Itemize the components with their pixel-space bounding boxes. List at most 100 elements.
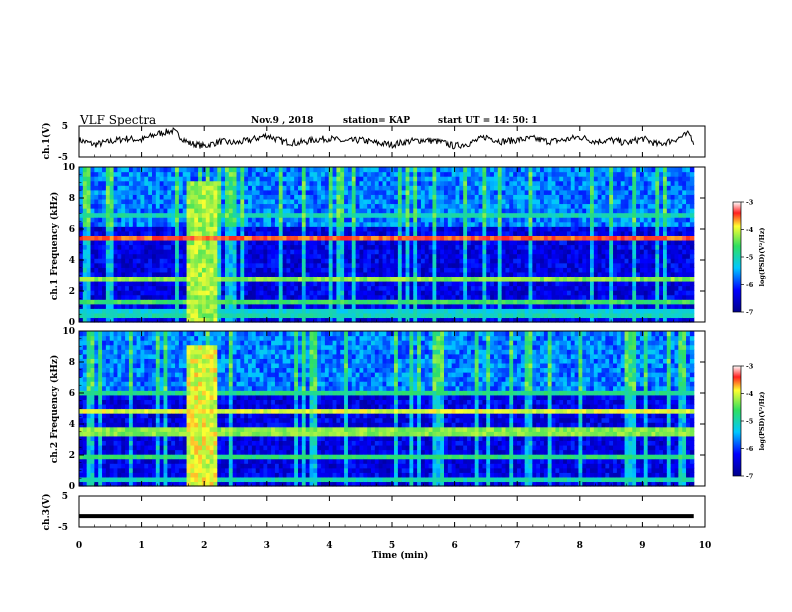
ch1-spectrogram-cell [109, 198, 115, 205]
ch1-spectrogram-cell [497, 253, 503, 259]
ch1-spectrogram-cell [313, 253, 318, 259]
ch1-spectrogram-cell [336, 176, 341, 182]
ch1-spectrogram-cell [217, 290, 222, 296]
ch1-spectrogram-cell [301, 299, 307, 305]
ch1-spectrogram-cell [251, 285, 257, 291]
ch1-spectrogram-cell [113, 312, 119, 319]
ch1-spectrogram-cell [451, 280, 457, 287]
ch1-spectrogram-cell [517, 221, 522, 227]
ch1-spectrogram-cell [616, 212, 622, 218]
ch1-spectrogram-cell [271, 290, 276, 296]
ch1-spectrogram-cell [501, 244, 507, 250]
ch1-spectrogram-cell [601, 290, 606, 296]
ch1-spectrogram-cell [417, 271, 422, 278]
ch1-spectrogram-cell [455, 312, 460, 319]
ch1-spectrogram-cell [605, 267, 610, 273]
ch1-spectrogram-cell [332, 267, 338, 273]
ch1-spectrogram-cell [440, 244, 445, 250]
ch1-spectrogram-cell [413, 217, 418, 223]
ch1-spectrogram-cell [351, 194, 357, 200]
ch1-spectrogram-cell [478, 249, 484, 255]
ch1-spectrogram-cell [344, 176, 349, 182]
ch1-spectrogram-cell [432, 258, 437, 264]
ch1-spectrogram-cell [559, 299, 564, 305]
ch1-spectrogram-cell [344, 303, 349, 309]
ch1-spectrogram-cell [102, 290, 107, 296]
ch1-spectrogram-cell [605, 198, 610, 205]
ch1-spectrogram-cell [347, 208, 353, 214]
ch1-spectrogram-cell [294, 258, 299, 264]
ch1-spectrogram-cell [467, 317, 472, 323]
ch1-spectrogram-cell [317, 217, 322, 223]
ch1-spectrogram-cell [190, 285, 195, 291]
ch1-spectrogram-cell [225, 189, 230, 195]
ch1-spectrogram-cell [271, 180, 276, 186]
ch1-spectrogram-cell [543, 212, 549, 218]
ch1-spectrogram-cell [405, 208, 411, 214]
ch1-spectrogram-cell [267, 303, 272, 309]
ch1-spectrogram-cell [636, 285, 641, 291]
ch1-spectrogram-cell [574, 226, 580, 232]
ch1-spectrogram-cell [274, 176, 280, 182]
ch1-spectrogram-cell [367, 221, 372, 227]
ch1-spectrogram-cell [517, 308, 522, 314]
ch1-spectrogram-cell [182, 253, 188, 259]
ch1-spectrogram-cell [305, 276, 311, 282]
ch1-spectrogram-cell [102, 271, 107, 278]
ch1-spectrogram-cell [451, 185, 457, 191]
ch1-spectrogram-cell [347, 244, 353, 250]
ch1-spectrogram-cell [528, 221, 533, 227]
ch1-spectrogram-cell [371, 194, 376, 200]
ch1-spectrogram-cell [274, 194, 280, 200]
ch1-spectrogram-cell [536, 167, 541, 173]
ch1-spectrogram-cell [463, 167, 468, 173]
ch1-spectrogram-cell [182, 317, 188, 323]
ch1-spectrogram-cell [263, 262, 268, 268]
ch1-spectrogram-cell [79, 235, 84, 241]
ch1-spectrogram-cell [255, 198, 261, 205]
ch1-spectrogram-cell [593, 312, 599, 319]
ch1-spectrogram-cell [213, 194, 218, 200]
ch1-spectrogram-cell [301, 276, 307, 282]
ch1-spectrogram-cell [409, 312, 414, 319]
ch1-spectrogram-cell [324, 235, 330, 241]
ch1-spectrogram-cell [459, 176, 464, 182]
ch1-spectrogram-cell [440, 290, 445, 296]
ch1-spectrogram-cell [144, 303, 149, 309]
ch1-spectrogram-cell [570, 212, 576, 218]
ch1-spectrogram-cell [613, 239, 618, 246]
ch1-spectrogram-cell [128, 271, 134, 278]
ch1-spectrogram-cell [190, 290, 195, 296]
ch1-spectrogram-cell [570, 262, 576, 268]
ch1-spectrogram-cell [582, 280, 587, 287]
ch1-spectrogram-cell [578, 303, 583, 309]
ch1-spectrogram-cell [332, 290, 338, 296]
ch1-spectrogram-cell [305, 217, 311, 223]
ch1-spectrogram-cell [125, 312, 130, 319]
ch1-spectrogram-cell [536, 217, 541, 223]
ch1-spectrogram-cell [178, 280, 184, 287]
ch1-spectrogram-cell [467, 308, 472, 314]
ch1-spectrogram-cell [336, 230, 341, 236]
ch1-spectrogram-cell [171, 244, 176, 250]
ch1-spectrogram-cell [524, 290, 530, 296]
ch1-spectrogram-cell [113, 221, 119, 227]
ch1-spectrogram-cell [198, 198, 203, 205]
ch1-spectrogram-cell [102, 299, 107, 305]
ch1-spectrogram-cell [597, 280, 603, 287]
ch1-spectrogram-cell [102, 312, 107, 319]
ch1-spectrogram-cell [205, 239, 211, 246]
ch1-spectrogram-cell [347, 189, 353, 195]
ch1-spectrogram-cell [355, 176, 361, 182]
ch1-spectrogram-cell [186, 239, 192, 246]
ch1-spectrogram-cell [390, 280, 395, 287]
ch1-spectrogram-cell [155, 312, 161, 319]
ch1-spectrogram-cell [478, 317, 484, 323]
ch1-spectrogram-cell [290, 176, 295, 182]
ch1-spectrogram-cell [328, 253, 334, 259]
ch1-spectrogram-cell [371, 267, 376, 273]
ch1-spectrogram-cell [536, 226, 541, 232]
ch1-spectrogram-cell [171, 262, 176, 268]
ch1-spectrogram-cell [317, 208, 322, 214]
ch1-spectrogram-cell [501, 294, 507, 300]
